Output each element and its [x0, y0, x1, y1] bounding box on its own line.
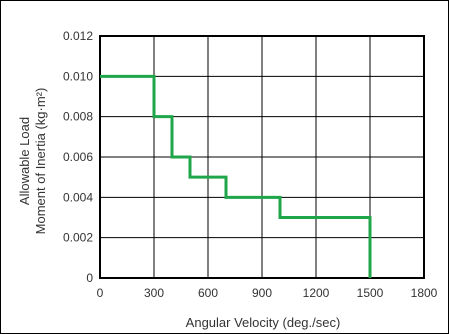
- x-tick-label: 1800: [411, 286, 438, 300]
- series-line: [100, 74, 372, 278]
- x-tick-label: 300: [144, 286, 164, 300]
- x-tick-label: 900: [252, 286, 272, 300]
- x-tick-label: 1500: [357, 286, 384, 300]
- y-tick-label: 0.002: [63, 231, 93, 245]
- y-axis-label-line-1: Allowable Load: [17, 117, 32, 205]
- x-tick-labels: 0 300 600 900 1200 1500 1800: [97, 286, 438, 300]
- y-tick-label: 0.010: [63, 69, 93, 83]
- plot-area-border: [99, 35, 425, 279]
- x-axis-label: Angular Velocity (deg./sec): [186, 315, 341, 330]
- y-tick-label: 0.008: [63, 110, 93, 124]
- y-axis-label-line-2: Moment of Inertia (kg·m²): [33, 88, 48, 235]
- y-tick-label: 0.012: [63, 29, 93, 43]
- y-tick-label: 0.006: [63, 150, 93, 164]
- x-tick-label: 0: [97, 286, 104, 300]
- y-tick-label: 0.004: [63, 190, 93, 204]
- x-tick-label: 600: [198, 286, 218, 300]
- y-tick-label: 0: [86, 271, 93, 285]
- y-tick-labels: 0 0.002 0.004 0.006 0.008 0.010 0.012: [63, 29, 93, 285]
- x-tick-label: 1200: [303, 286, 330, 300]
- grid: [99, 35, 425, 279]
